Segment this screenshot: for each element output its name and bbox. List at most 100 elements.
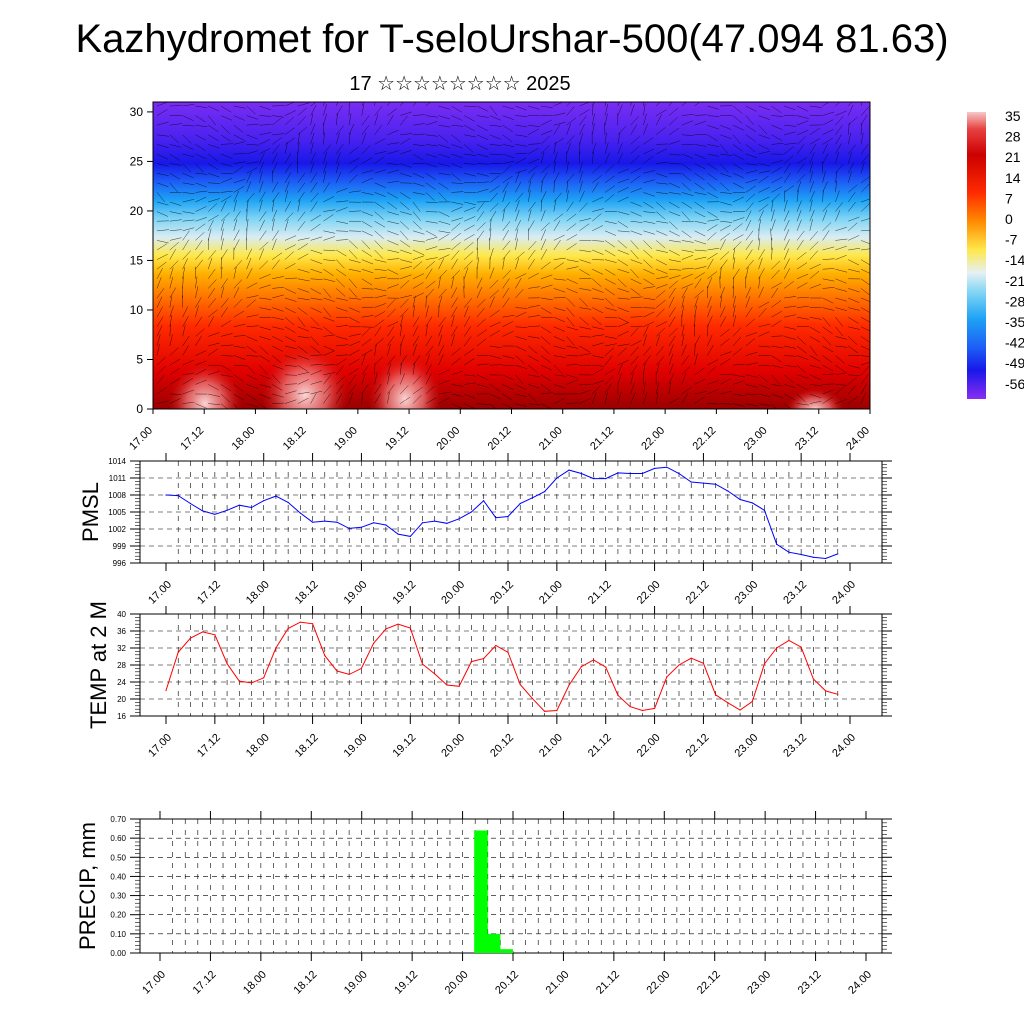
wind-barb [310, 214, 321, 222]
wind-barb [169, 153, 181, 161]
wind-barb [246, 393, 257, 401]
wind-barb [617, 102, 620, 107]
wind-barb [848, 144, 857, 155]
wind-barb [656, 109, 667, 116]
wind-barb [604, 175, 615, 184]
wind-barb [668, 211, 681, 217]
wind-barb [630, 316, 643, 318]
pmsl-point [592, 477, 595, 480]
temp-point [605, 666, 607, 668]
wind-barb [169, 314, 173, 327]
wind-barb [720, 124, 732, 130]
wind-barb [272, 117, 282, 126]
wind-barb [720, 163, 729, 173]
wind-barb [182, 230, 190, 241]
wind-barb [630, 392, 636, 404]
wind-barb [451, 105, 462, 113]
wind-barb [835, 134, 842, 145]
wind-barb [310, 102, 317, 107]
wind-barb [195, 206, 207, 212]
wind-barb [745, 267, 749, 279]
wind-barb [860, 240, 870, 245]
wind-barb [732, 124, 745, 131]
pmsl-point [690, 481, 692, 483]
wind-barb [860, 278, 870, 286]
wind-barb [540, 392, 553, 395]
wind-barb [195, 217, 207, 222]
wind-barb [528, 147, 539, 155]
wind-barb [233, 393, 245, 401]
wind-barb [425, 261, 435, 270]
temp-point [421, 663, 424, 665]
wind-barb [719, 286, 725, 299]
wind-barb [476, 188, 489, 193]
wind-barb [656, 259, 668, 266]
wind-barb [553, 257, 566, 260]
wind-barb [668, 353, 674, 366]
xtick-label: 19.00 [342, 579, 370, 607]
wind-barb [284, 190, 289, 203]
wind-barb [566, 307, 575, 317]
wind-barb [720, 134, 732, 140]
wind-barb [515, 277, 522, 289]
wind-barb [515, 257, 520, 270]
pmsl-point [299, 512, 301, 514]
wind-barb [681, 192, 694, 196]
wind-barb [732, 163, 744, 171]
wind-barb [643, 240, 652, 250]
wind-barb [400, 249, 412, 255]
pmsl-point [336, 521, 338, 523]
wind-barb [579, 336, 592, 338]
wind-barb [771, 384, 784, 387]
wind-barb [822, 202, 831, 212]
wind-barb [809, 250, 818, 260]
wind-barb [604, 336, 617, 339]
wind-barb [400, 163, 412, 168]
wind-barb [566, 379, 578, 385]
wind-barb [259, 180, 264, 193]
ytick-label: 1014 [108, 457, 126, 466]
wind-barb [182, 153, 195, 158]
wind-barb [591, 122, 595, 135]
wind-barb [860, 374, 869, 385]
wind-barb [720, 358, 731, 366]
wind-barb [783, 248, 790, 260]
wind-barb [272, 133, 285, 136]
wind-barb [630, 136, 640, 145]
wind-barb [835, 102, 841, 107]
wind-barb [860, 154, 869, 164]
wind-barb [643, 249, 653, 259]
wind-barb [694, 335, 701, 347]
wind-barb [809, 180, 814, 193]
wind-barb [592, 380, 604, 385]
wind-barb [348, 113, 352, 126]
wind-barb [208, 182, 221, 184]
wind-barb [528, 272, 539, 280]
wind-barb [310, 326, 323, 330]
wind-barb [553, 192, 562, 203]
wind-barb [579, 223, 590, 232]
wind-barb [169, 237, 182, 241]
temp-point [385, 628, 387, 630]
wind-barb [835, 399, 847, 404]
wind-barb [463, 316, 471, 327]
wind-barb [387, 129, 399, 136]
wind-barb [476, 286, 483, 299]
wind-barb [809, 283, 822, 289]
wind-barb [848, 297, 860, 303]
wind-barb [681, 120, 694, 126]
wind-barb [348, 268, 361, 272]
wind-barb [297, 307, 308, 315]
wind-barb [668, 373, 674, 385]
wind-barb [566, 266, 579, 270]
wind-barb [758, 196, 770, 203]
wind-barb [310, 201, 318, 212]
wind-barb [272, 259, 280, 270]
wind-barb [681, 163, 692, 171]
colorbar-label: -49 [1005, 355, 1024, 371]
wind-barb [655, 391, 659, 404]
wind-barb [656, 230, 668, 236]
wind-barb [604, 259, 617, 263]
wind-barb [361, 383, 369, 395]
wind-barb [720, 403, 733, 405]
